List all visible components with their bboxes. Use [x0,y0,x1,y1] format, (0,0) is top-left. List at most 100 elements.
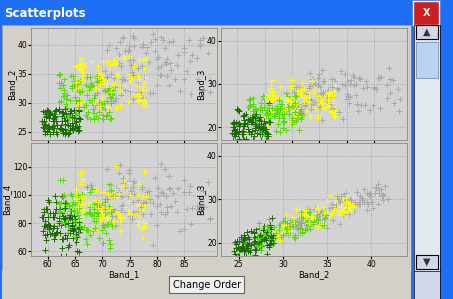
Point [151,36,159,41]
Point [239,132,246,137]
Point [301,101,308,106]
Point [299,223,306,228]
Point [69,199,77,204]
Point [135,74,142,79]
Point [251,115,258,120]
Point [232,121,239,126]
Point [69,124,77,129]
Point [234,129,241,133]
Point [339,81,346,86]
Point [315,206,322,211]
Point [108,116,115,120]
Point [288,96,295,100]
Point [100,100,107,105]
Point [136,57,143,62]
Point [288,119,295,124]
Point [62,200,69,205]
Point [196,38,203,43]
Point [236,247,244,252]
Point [284,225,291,230]
Point [119,55,126,60]
Point [75,116,82,120]
Point [60,83,67,88]
Point [113,209,120,214]
Point [370,86,377,91]
Point [241,122,248,127]
Point [98,105,106,109]
Point [102,231,110,236]
Point [78,193,85,198]
Point [125,209,132,214]
Point [116,54,123,59]
Point [77,203,84,208]
Point [386,77,394,81]
Point [71,202,78,206]
Point [258,124,265,129]
Point [52,118,59,123]
Point [103,48,110,52]
Point [107,203,115,208]
Point [251,231,258,235]
Point [142,57,149,62]
Point [63,253,70,258]
Point [320,216,327,221]
Point [311,91,318,95]
Point [300,86,308,91]
Point [177,89,184,94]
Point [265,134,272,139]
Point [231,134,238,139]
Point [58,119,66,124]
Point [268,216,275,220]
Point [71,233,78,238]
Point [50,214,57,219]
Point [231,132,238,137]
Point [169,38,177,43]
Point [323,91,331,96]
Point [76,205,83,210]
Point [292,101,299,106]
Point [303,227,310,232]
Point [106,182,113,187]
Point [116,89,123,94]
Point [104,60,111,64]
Point [260,118,267,123]
Point [329,85,336,89]
Point [205,180,212,185]
Point [101,199,109,204]
Point [313,213,321,218]
Point [68,126,76,131]
Point [248,114,255,119]
Point [72,187,79,192]
Point [111,208,118,213]
Point [89,83,96,88]
Point [129,97,136,102]
Point [267,223,274,228]
Point [316,104,323,109]
Point [283,227,290,231]
Point [313,218,321,223]
Point [111,99,119,104]
Point [63,129,70,134]
Point [53,129,60,134]
Point [246,97,254,102]
Point [240,243,247,248]
Point [89,213,96,217]
Point [298,112,305,117]
Point [67,111,74,116]
Point [44,222,52,227]
Point [71,94,78,99]
Point [264,97,271,102]
Point [298,107,305,112]
Point [274,230,281,235]
Point [98,206,105,211]
Point [60,193,67,197]
Point [141,220,149,225]
Point [80,74,87,79]
Point [379,197,386,202]
Point [108,91,116,96]
Point [370,84,377,89]
Point [305,97,312,101]
Point [107,91,115,96]
Point [128,75,135,80]
Point [350,205,357,209]
